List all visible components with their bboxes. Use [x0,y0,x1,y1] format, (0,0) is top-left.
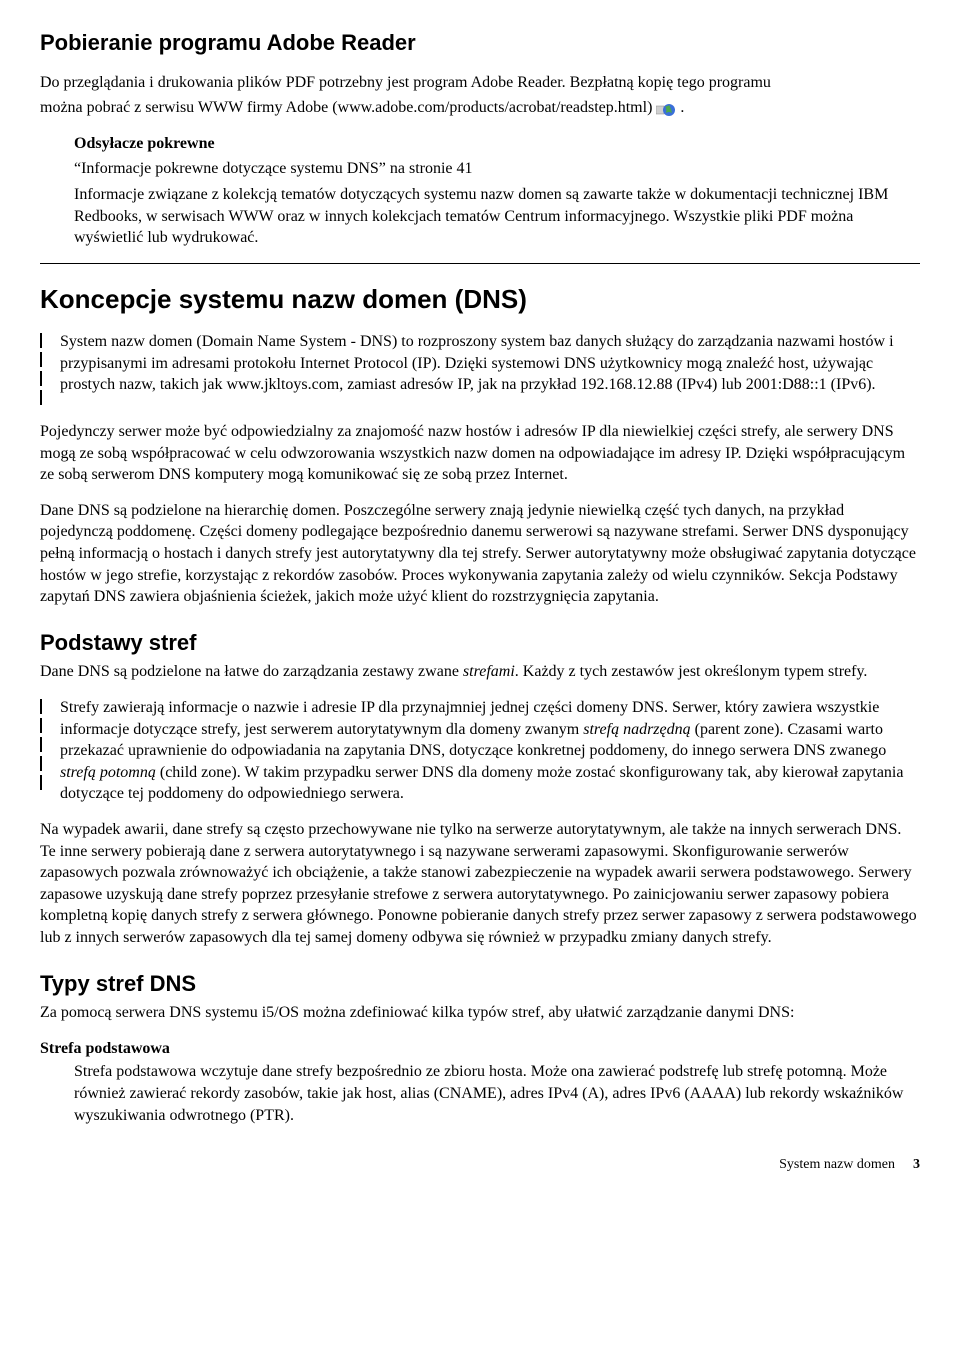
adobe-url-text: można pobrać z serwisu WWW firmy Adobe (… [40,99,652,116]
dns-concepts-p1: System nazw domen (Domain Name System - … [60,331,920,396]
zone-basics-p1: Strefy zawierają informacje o nazwie i a… [60,697,920,805]
zone-basics-intro: Dane DNS są podzielone na łatwe do zarzą… [40,661,920,683]
adobe-period: . [676,99,684,116]
section-title-adobe: Pobieranie programu Adobe Reader [40,28,920,58]
zone-intro-post: . Każdy z tych zestawów jest określonym … [515,663,868,680]
change-bar-icon [40,697,54,792]
section-title-zone-types: Typy stref DNS [40,969,920,999]
zone-type-def-primary: Strefa podstawowa wczytuje dane strefy b… [40,1061,920,1126]
adobe-paragraph-line2: można pobrać z serwisu WWW firmy Adobe (… [40,97,920,119]
zone-types-intro: Za pomocą serwera DNS systemu i5/OS możn… [40,1002,920,1024]
section-title-dns-concepts: Koncepcje systemu nazw domen (DNS) [40,282,920,317]
zone-p1-em2: strefą potomną [60,764,156,781]
zone-p1-em1: strefą nadrzędną [583,721,690,738]
external-link-globe-icon [656,102,676,116]
page-footer: System nazw domen 3 [40,1156,920,1175]
dns-concepts-p3: Dane DNS są podzielone na hierarchię dom… [40,500,920,608]
zone-intro-pre: Dane DNS są podzielone na łatwe do zarzą… [40,663,463,680]
footer-page-number: 3 [913,1156,920,1175]
footer-doc-title: System nazw domen [779,1156,895,1175]
related-ref-body: Informacje związane z kolekcją tematów d… [74,184,920,249]
dns-concepts-p2: Pojedynczy serwer może być odpowiedzialn… [40,421,920,486]
revised-paragraph-block-2: Strefy zawierają informacje o nazwie i a… [40,697,920,805]
related-refs-heading: Odsyłacze pokrewne [74,133,920,155]
revised-paragraph-block: System nazw domen (Domain Name System - … [40,331,920,407]
change-bar-icon [40,331,54,407]
divider [40,263,920,264]
adobe-paragraph-line1: Do przeglądania i drukowania plików PDF … [40,72,920,94]
zone-type-term-primary: Strefa podstawowa [40,1038,920,1060]
section-title-zone-basics: Podstawy stref [40,628,920,658]
zone-basics-p2: Na wypadek awarii, dane strefy są często… [40,819,920,949]
related-ref-link[interactable]: “Informacje pokrewne dotyczące systemu D… [74,158,920,180]
zone-p1-post: (child zone). W takim przypadku serwer D… [60,764,903,803]
zone-intro-em: strefami [463,663,515,680]
